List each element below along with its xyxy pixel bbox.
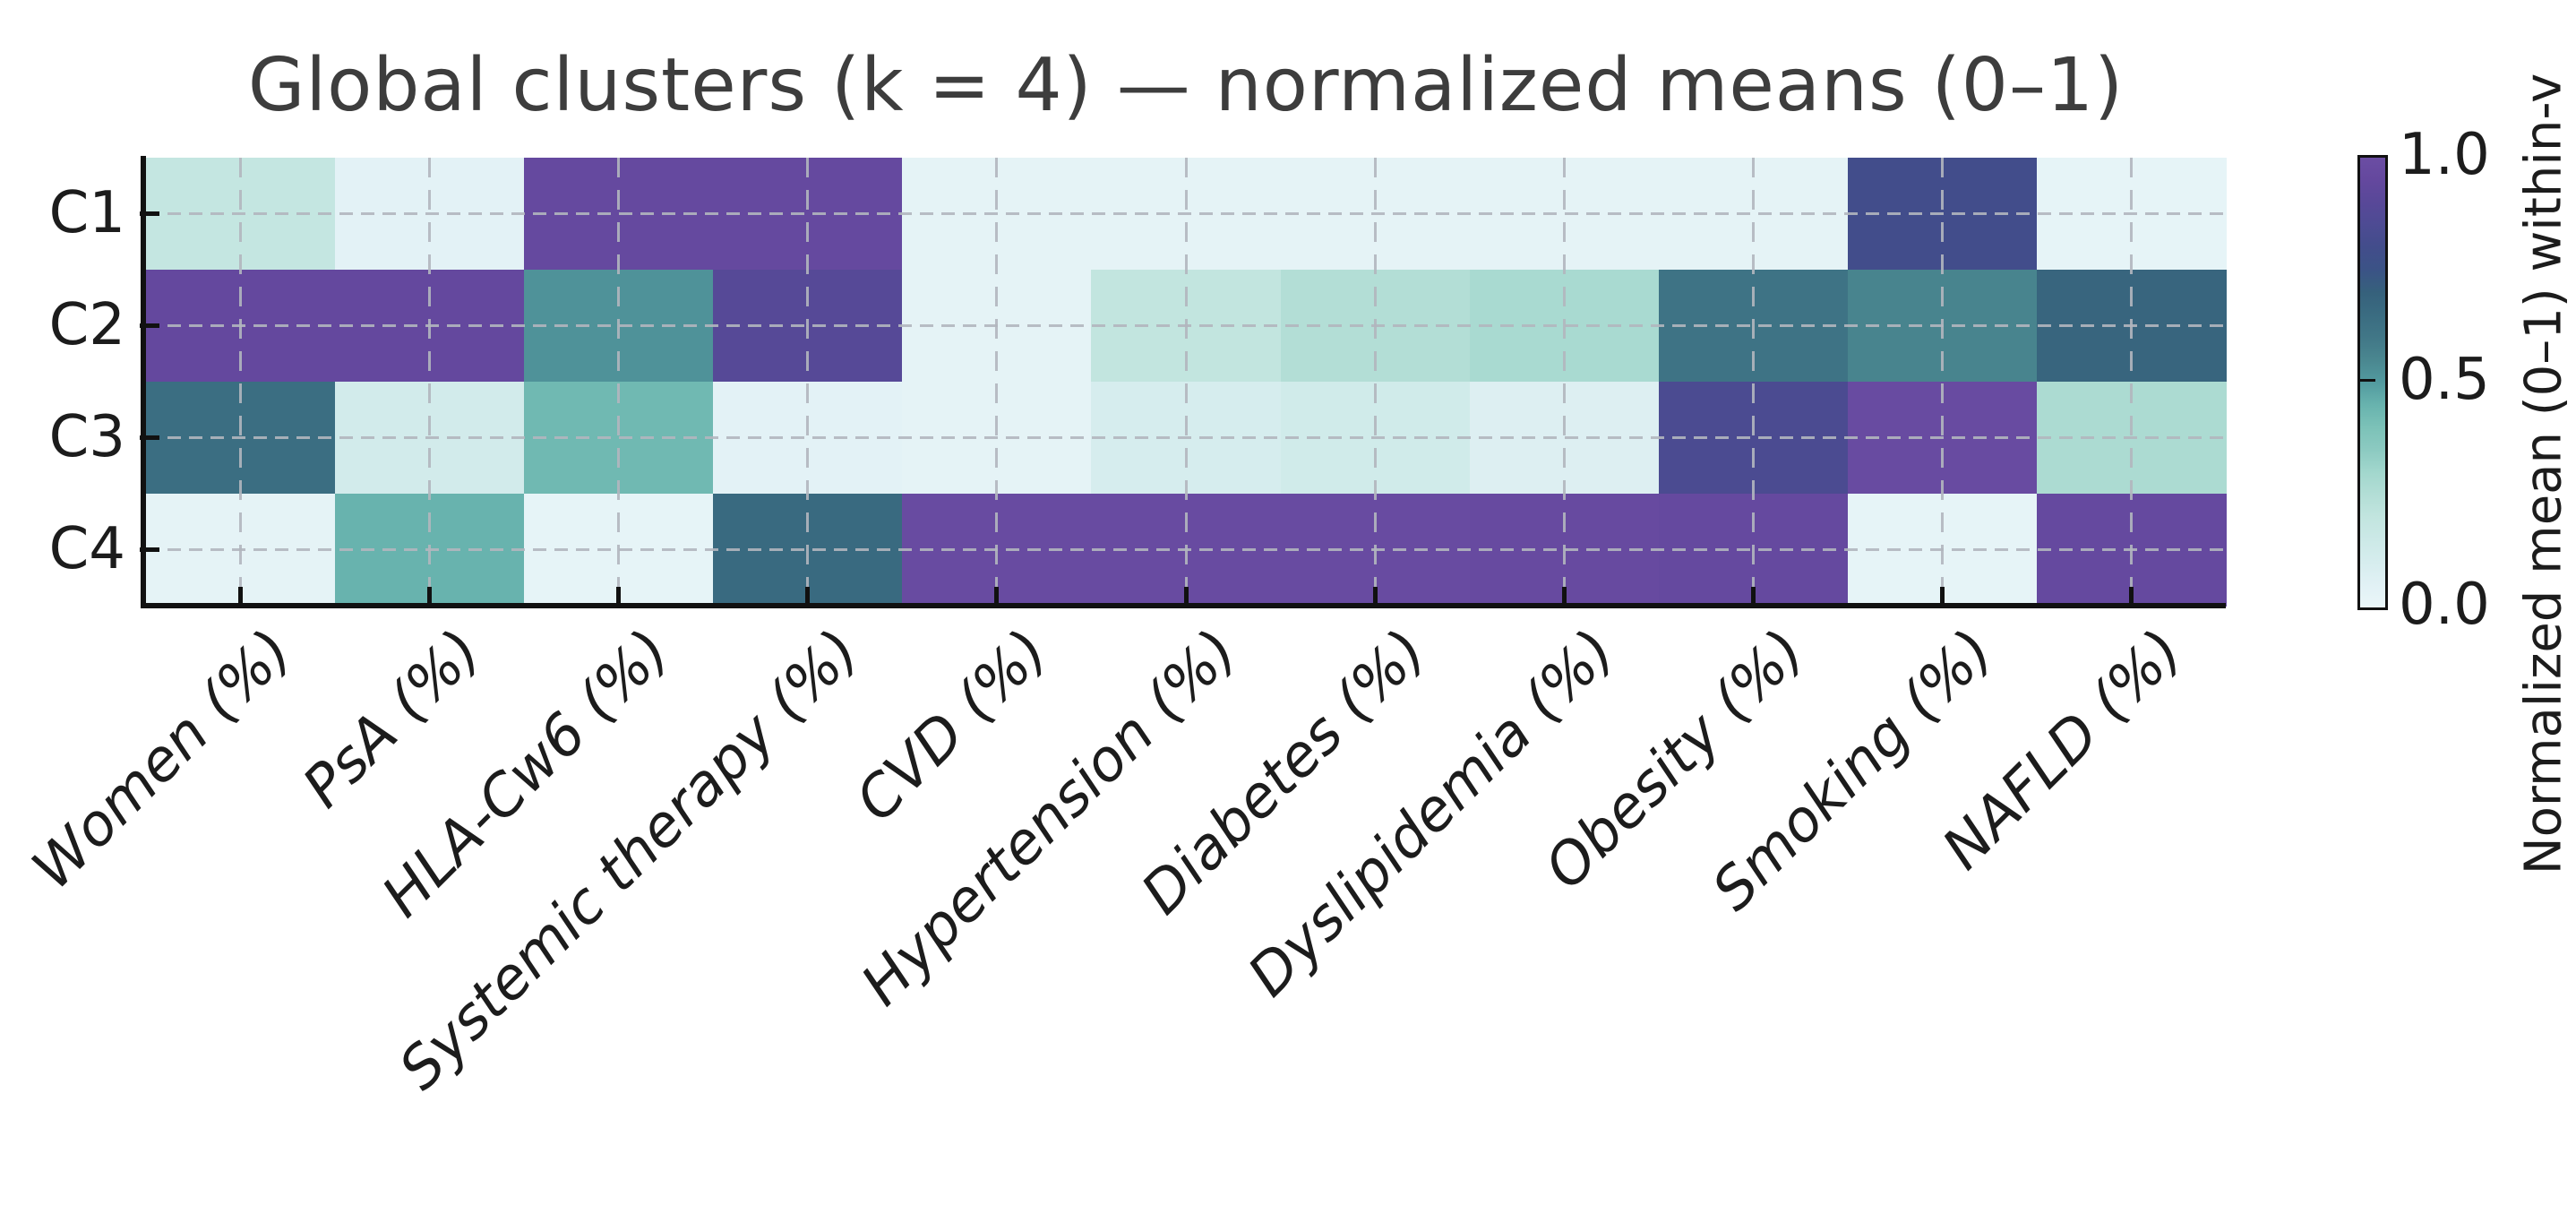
x-axis-tick: [1561, 587, 1567, 603]
grid-line-vertical: [1751, 158, 1755, 606]
x-axis-tick: [1939, 587, 1945, 603]
grid-line-horizontal: [146, 324, 2226, 327]
colorbar-axis-label: Normalized mean (0–1) within-v: [2514, 73, 2573, 875]
x-axis-spine: [141, 603, 2226, 608]
y-tick-label: C2: [48, 291, 125, 358]
grid-line-horizontal: [146, 436, 2226, 439]
x-tick-label: PsA (%): [290, 617, 494, 822]
chart-title: Global clusters (k = 4) — normalized mea…: [247, 43, 2125, 128]
colorbar-tick-label: 1.0: [2399, 122, 2490, 188]
y-axis-tick: [140, 323, 159, 328]
grid-line-vertical: [806, 158, 810, 606]
x-axis-tick: [238, 587, 244, 603]
grid-line-vertical: [428, 158, 432, 606]
x-tick-label: Hypertension (%): [848, 617, 1250, 1019]
y-tick-label: C4: [48, 515, 125, 582]
x-axis-tick: [616, 587, 622, 603]
colorbar-tick-label: 0.5: [2399, 347, 2490, 413]
y-axis-tick: [140, 211, 159, 216]
grid-line-vertical: [2129, 158, 2133, 606]
grid-line-vertical: [617, 158, 621, 606]
colorbar-tick-label: 0.0: [2399, 572, 2490, 638]
x-axis-tick: [994, 587, 1000, 603]
y-axis-tick: [140, 547, 159, 552]
x-axis-tick: [2128, 587, 2134, 603]
x-axis-tick: [1750, 587, 1756, 603]
x-tick-label: Women (%): [19, 617, 305, 903]
y-tick-label: C1: [48, 179, 125, 246]
grid-line-vertical: [1562, 158, 1566, 606]
grid-line-vertical: [1940, 158, 1944, 606]
colorbar: [2357, 155, 2388, 610]
x-axis-tick: [427, 587, 433, 603]
colorbar-mid-tick: [2357, 379, 2375, 382]
grid-line-vertical: [995, 158, 999, 606]
y-axis-spine: [141, 156, 146, 608]
x-axis-tick: [805, 587, 811, 603]
y-axis-tick: [140, 435, 159, 440]
grid-line-horizontal: [146, 212, 2226, 215]
heatmap-plot-area: [146, 158, 2227, 607]
grid-line-horizontal: [146, 548, 2226, 551]
x-axis-tick: [1372, 587, 1378, 603]
grid-line-vertical: [239, 158, 243, 606]
y-tick-label: C3: [48, 403, 125, 470]
grid-line-vertical: [1184, 158, 1188, 606]
grid-line-vertical: [1373, 158, 1377, 606]
x-axis-tick: [1183, 587, 1189, 603]
x-tick-label: Dyslipidemia (%): [1236, 617, 1628, 1010]
